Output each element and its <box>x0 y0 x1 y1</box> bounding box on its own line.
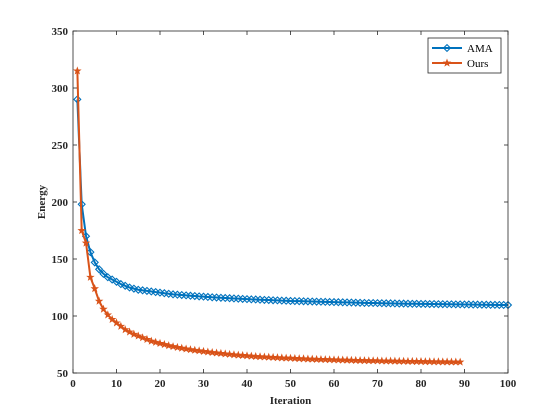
series-layer <box>73 66 513 366</box>
legend-label-ama: AMA <box>467 43 493 55</box>
data-point <box>107 275 117 284</box>
y-tick-label: 350 <box>52 26 69 38</box>
x-axis-label: Iteration <box>270 395 312 407</box>
data-point <box>120 325 130 334</box>
data-point <box>151 337 160 346</box>
x-tick-label: 50 <box>285 378 297 390</box>
x-tick-label: 40 <box>242 378 254 390</box>
data-point <box>99 269 108 278</box>
plot-area <box>73 31 508 373</box>
data-point <box>90 284 99 293</box>
data-point <box>190 345 200 354</box>
x-tick-label: 30 <box>198 378 210 390</box>
data-point <box>121 281 130 290</box>
data-point <box>134 331 143 340</box>
legend-box <box>427 37 502 74</box>
data-point <box>155 338 165 347</box>
data-point <box>168 342 178 351</box>
data-point <box>247 351 256 360</box>
data-point <box>103 310 113 319</box>
data-point <box>199 346 208 355</box>
data-point <box>103 273 112 282</box>
data-point <box>86 247 95 257</box>
data-point <box>160 340 169 349</box>
y-tick-label: 50 <box>57 368 69 380</box>
legend-marker-ama <box>442 43 452 53</box>
x-tick-label: 10 <box>111 378 123 390</box>
data-point <box>221 349 230 358</box>
data-point <box>173 342 182 351</box>
legend-marker-symbol <box>442 43 452 53</box>
data-point <box>125 283 134 292</box>
y-tick-label: 100 <box>52 311 69 323</box>
data-point <box>207 348 217 357</box>
data-point <box>90 258 99 267</box>
data-point <box>125 327 134 336</box>
data-point <box>99 304 108 313</box>
data-point <box>194 346 204 355</box>
y-axis-label: Energy <box>36 184 48 219</box>
data-point <box>177 343 186 352</box>
data-point <box>229 350 239 359</box>
y-tick-label: 150 <box>52 254 69 266</box>
data-point <box>112 318 121 327</box>
data-point <box>181 344 191 353</box>
data-point <box>164 341 173 350</box>
x-tick-label: 80 <box>416 378 428 390</box>
data-point <box>225 349 234 358</box>
x-tick-label: 20 <box>155 378 167 390</box>
data-point <box>129 329 139 338</box>
data-point <box>107 314 117 324</box>
y-axis-ticks: 50 100 150 200 250 300 350 <box>52 26 508 380</box>
data-point <box>238 350 247 360</box>
x-tick-label: 0 <box>70 378 76 390</box>
data-point <box>112 277 121 286</box>
data-point <box>94 265 104 274</box>
data-point <box>81 238 91 247</box>
data-point <box>455 357 465 366</box>
data-point <box>147 336 156 345</box>
data-point <box>86 272 95 281</box>
x-tick-label: 70 <box>372 378 384 390</box>
data-point <box>129 284 139 293</box>
data-point <box>116 279 126 289</box>
series-line-ama <box>76 99 509 307</box>
data-point <box>94 296 104 305</box>
series-ours <box>73 66 465 366</box>
series-ama <box>73 95 513 310</box>
data-point <box>203 347 213 356</box>
data-point <box>77 226 86 235</box>
legend-marker-ours <box>442 58 452 67</box>
y-tick-label: 250 <box>52 140 69 152</box>
data-point <box>116 321 126 330</box>
data-point <box>216 348 226 357</box>
data-point <box>73 66 82 75</box>
x-tick-label: 90 <box>459 378 471 390</box>
x-axis-ticks: 0 10 20 30 40 50 60 70 80 90 100 <box>70 31 517 390</box>
legend-marker-symbol <box>442 58 452 67</box>
legend-label-ours: Ours <box>467 58 488 70</box>
data-point <box>242 351 252 360</box>
data-point <box>234 350 243 359</box>
legend: AMA Ours <box>427 37 502 74</box>
x-tick-label: 60 <box>329 378 341 390</box>
y-tick-label: 200 <box>52 197 69 209</box>
data-point <box>138 333 147 342</box>
data-point <box>186 345 195 354</box>
data-point <box>142 334 152 343</box>
x-tick-label: 100 <box>500 378 517 390</box>
y-tick-label: 300 <box>52 83 69 95</box>
data-point <box>212 348 221 357</box>
